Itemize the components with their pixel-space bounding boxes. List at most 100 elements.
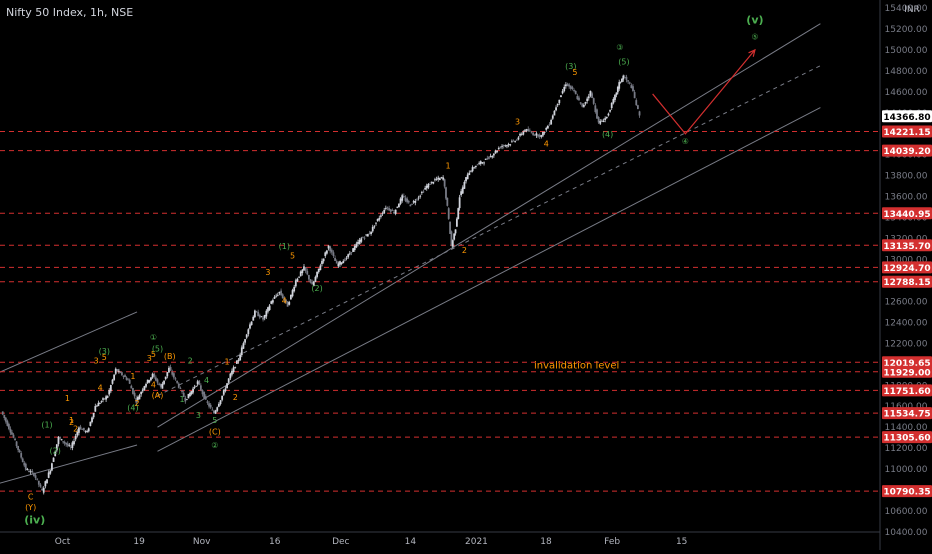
candle-body [294,280,297,287]
candle-body [368,233,371,235]
candle-body [507,144,510,146]
candle-body [533,134,536,136]
candle-336 [543,131,546,135]
candle-body [614,94,616,100]
candle-body [373,226,376,228]
candle-body [172,373,175,378]
candle-body [404,197,407,201]
candle-223 [362,236,364,239]
wave-label-12: 5 [102,353,107,362]
candle-54 [87,427,90,433]
candle-body [537,134,539,137]
candle-body [219,400,222,405]
candle-374 [605,116,608,120]
time-tick-2: Nov [193,537,211,547]
level-badge-1-text: 14039.20 [883,147,930,157]
candle-340 [550,118,553,125]
candle-body [201,390,204,395]
time-axis[interactable]: Oct 19 Nov 16 Dec 14 2021 18 Feb 15 [0,531,880,547]
candles [1,74,641,495]
candle-369 [597,116,600,124]
candle-body [326,250,328,254]
projection-line [652,49,756,135]
channel-line-1 [157,65,821,397]
candle-body [158,383,161,385]
candle-body [589,90,592,96]
candle-body [558,99,561,104]
candle-body [440,177,443,178]
candle-body [208,403,210,407]
candle-body [380,215,382,217]
candle-body [214,410,217,414]
candle-body [501,146,503,148]
candle-204 [330,248,333,255]
candle-389 [628,81,631,85]
candle-300 [484,158,487,160]
candle-body [586,98,589,102]
candle-285 [460,188,463,197]
candle-body [542,132,544,136]
candle-body [179,388,182,389]
candle-109 [176,380,179,384]
candle-164 [265,309,268,319]
candle-body [571,87,574,90]
candle-33 [54,450,57,457]
candle-body [322,258,325,262]
wave-label-3: (1) [41,421,52,430]
candle-body [566,83,569,87]
candle-370 [599,119,602,126]
candle-230 [373,225,376,229]
candle-body [486,158,489,160]
candle-352 [569,85,572,91]
projection-arrowhead [748,48,756,57]
candle-body [573,90,575,92]
candle-298 [481,162,484,165]
candle-body [47,472,50,478]
candle-292 [471,165,474,173]
candle-body [548,124,551,126]
candle-body [538,134,541,137]
candle-body [299,271,302,277]
time-tick-4: Dec [332,537,349,547]
candle-238 [386,206,389,211]
candle-body [402,195,405,198]
price-axis-background [880,0,932,550]
candle-108 [174,376,177,381]
candle-body [163,380,165,384]
candle-317 [512,139,515,142]
candle-49 [79,424,82,430]
time-tick-3: 16 [269,537,281,547]
candle-122 [196,379,199,387]
candle-286 [461,185,464,195]
candle-body [106,396,109,398]
candle-371 [600,119,603,122]
current-price-badge: 14366.80 [882,110,932,123]
candle-367 [594,103,597,114]
candle-body [46,479,48,484]
wave-label-31: 2 [233,393,238,402]
candle-6 [11,429,13,436]
candle-144 [232,365,235,374]
wave-label-4: (2) [50,446,61,455]
candle-395 [638,110,641,118]
candle-body [460,191,463,196]
candle-114 [184,395,187,404]
candle-88 [141,387,144,394]
candle-body [128,379,131,384]
candle-body [192,388,194,393]
level-badge-7: 11929.00 [882,365,932,378]
candle-26 [42,485,45,495]
candle-body [209,404,212,408]
candle-95 [153,372,156,379]
price-axis[interactable]: 10400.00 10600.00 11000.00 11200.00 11400.00… [879,0,932,550]
candle-body [103,398,106,400]
candle-42 [68,443,71,447]
candle-body [280,290,282,296]
candle-body [618,82,621,89]
candle-body [545,128,548,130]
annotations: invalidation level [534,361,619,372]
level-badge-2: 13440.95 [882,207,932,220]
candle-281 [454,229,457,236]
candle-276 [447,207,450,220]
